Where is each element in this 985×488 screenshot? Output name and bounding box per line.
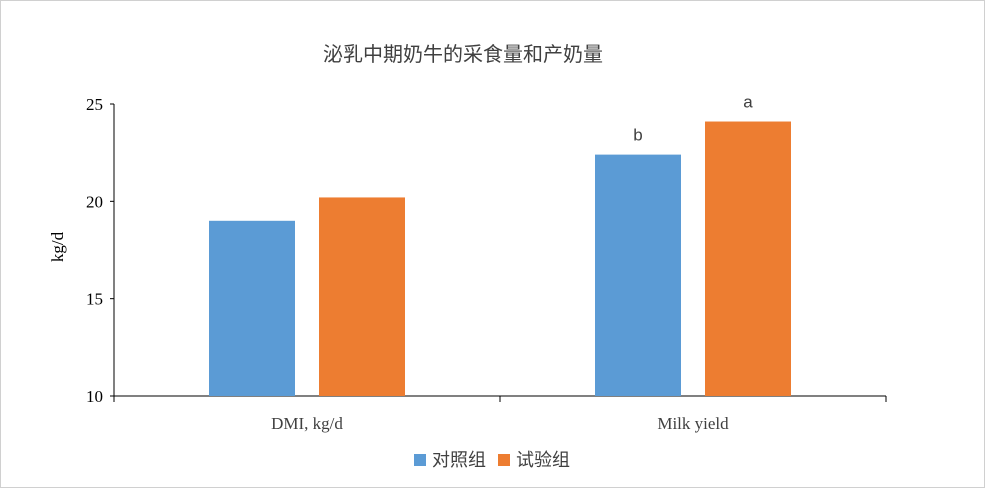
y-tick-label: 25 bbox=[86, 95, 103, 114]
legend-label: 对照组 bbox=[432, 450, 486, 470]
y-tick-label: 15 bbox=[86, 290, 103, 309]
bar-treatment bbox=[705, 121, 791, 397]
x-category-label: DMI, kg/d bbox=[271, 414, 343, 433]
legend-label: 试验组 bbox=[516, 450, 570, 470]
bar-control bbox=[209, 220, 295, 396]
legend-swatch bbox=[414, 454, 426, 466]
x-category-label: Milk yield bbox=[657, 414, 729, 433]
bar-control bbox=[595, 154, 681, 396]
y-axis-label: kg/d bbox=[48, 231, 67, 262]
legend-swatch bbox=[498, 454, 510, 466]
significance-label: a bbox=[743, 93, 753, 112]
significance-label: b bbox=[633, 126, 642, 145]
y-tick-label: 20 bbox=[86, 192, 103, 211]
y-tick-label: 10 bbox=[86, 387, 103, 406]
bar-treatment bbox=[319, 197, 405, 396]
legend: 对照组 试验组 bbox=[414, 450, 570, 470]
chart-title: 泌乳中期奶牛的采食量和产奶量 bbox=[323, 43, 603, 66]
